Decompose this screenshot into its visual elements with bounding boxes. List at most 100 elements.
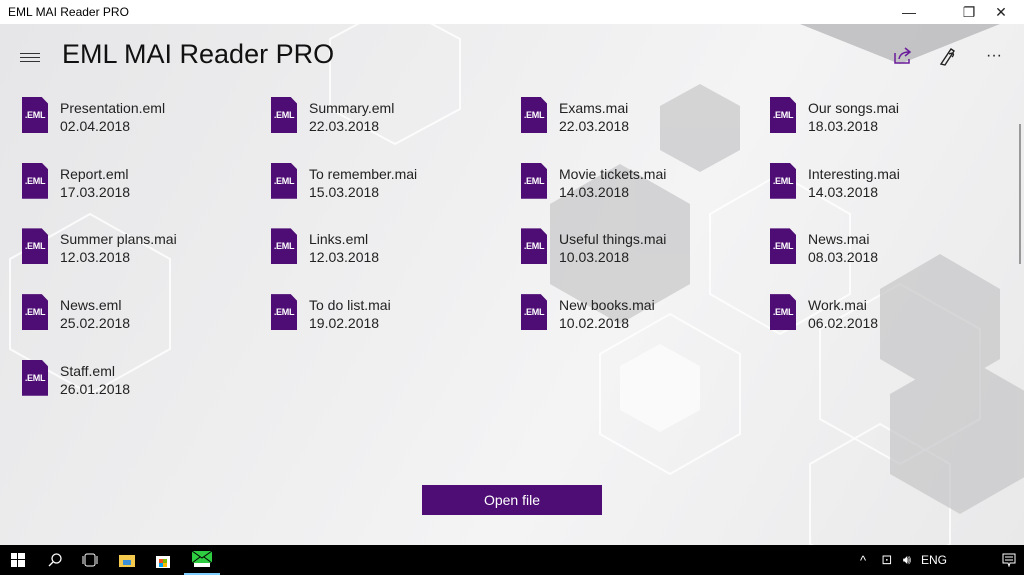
file-name: To remember.mai bbox=[309, 165, 418, 182]
eml-file-icon: .EML bbox=[770, 97, 796, 133]
file-date: 19.02.2018 bbox=[309, 315, 380, 332]
eml-file-icon: .EML bbox=[22, 228, 48, 265]
file-item[interactable]: .EML Links.eml 12.03.2018 bbox=[271, 228, 511, 272]
file-date: 25.02.2018 bbox=[60, 315, 131, 332]
file-date: 18.03.2018 bbox=[808, 118, 879, 134]
file-explorer-button[interactable] bbox=[109, 545, 145, 575]
eml-file-icon: .EML bbox=[271, 97, 297, 133]
eml-app-icon bbox=[191, 551, 213, 567]
app-content: EML MAI Reader PRO ··· .EML Presentation… bbox=[0, 24, 1024, 545]
file-date: 08.03.2018 bbox=[808, 249, 879, 266]
minimize-button[interactable]: — bbox=[902, 4, 916, 20]
file-item[interactable]: .EML Summary.eml 22.03.2018 bbox=[271, 97, 511, 141]
page-title: EML MAI Reader PRO bbox=[62, 39, 335, 69]
file-date: 15.03.2018 bbox=[309, 183, 380, 200]
file-item[interactable]: .EML Staff.eml 26.01.2018 bbox=[22, 359, 262, 404]
file-item[interactable]: .EML Exams.mai 22.03.2018 bbox=[521, 97, 761, 141]
task-view-icon bbox=[82, 553, 98, 567]
file-date: 22.03.2018 bbox=[559, 118, 630, 134]
sign-button[interactable] bbox=[933, 44, 963, 68]
file-date: 02.04.2018 bbox=[60, 118, 131, 134]
eml-reader-taskbar-button[interactable] bbox=[184, 545, 220, 575]
eml-file-icon: .EML bbox=[271, 294, 297, 331]
eml-file-icon: .EML bbox=[271, 228, 297, 265]
file-item[interactable]: .EML Useful things.mai 10.03.2018 bbox=[521, 228, 761, 272]
file-date: 10.02.2018 bbox=[559, 315, 630, 332]
file-item[interactable]: .EML Our songs.mai 18.03.2018 bbox=[770, 97, 1010, 141]
eml-file-icon: .EML bbox=[521, 228, 547, 265]
eml-file-icon: .EML bbox=[22, 294, 48, 331]
file-date: 22.03.2018 bbox=[309, 118, 380, 134]
tray-chevron[interactable]: ^ bbox=[859, 552, 867, 568]
network-icon[interactable]: ⊡ bbox=[881, 552, 893, 567]
scrollbar[interactable] bbox=[1019, 124, 1021, 264]
file-name: Exams.mai bbox=[559, 100, 629, 116]
file-date: 17.03.2018 bbox=[60, 183, 131, 200]
store-button[interactable] bbox=[145, 545, 181, 575]
search-icon bbox=[48, 553, 62, 567]
file-item[interactable]: .EML News.eml 25.02.2018 bbox=[22, 294, 262, 338]
file-name: New books.mai bbox=[559, 297, 655, 314]
open-file-button[interactable]: Open file bbox=[422, 485, 602, 515]
eml-file-icon: .EML bbox=[770, 294, 796, 331]
eml-file-icon: .EML bbox=[521, 97, 547, 133]
share-icon bbox=[894, 47, 912, 64]
file-name: Useful things.mai bbox=[559, 231, 667, 248]
restore-button[interactable]: ❐ bbox=[962, 3, 976, 20]
file-item[interactable]: .EML News.mai 08.03.2018 bbox=[770, 228, 1010, 272]
eml-file-icon: .EML bbox=[22, 359, 48, 396]
more-button[interactable]: ··· bbox=[986, 47, 1002, 64]
volume-icon[interactable]: 🔊︎ bbox=[902, 552, 912, 567]
file-name: Staff.eml bbox=[60, 362, 115, 379]
pen-icon bbox=[939, 48, 955, 66]
file-date: 14.03.2018 bbox=[808, 183, 879, 200]
file-name: Interesting.mai bbox=[808, 165, 900, 182]
file-name: News.eml bbox=[60, 297, 122, 314]
file-name: Presentation.eml bbox=[60, 100, 166, 116]
file-name: Summer plans.mai bbox=[60, 231, 177, 248]
file-name: To do list.mai bbox=[309, 297, 391, 314]
file-date: 12.03.2018 bbox=[60, 249, 131, 266]
start-button[interactable] bbox=[0, 545, 36, 575]
file-item[interactable]: .EML To remember.mai 15.03.2018 bbox=[271, 162, 511, 207]
file-name: Report.eml bbox=[60, 165, 129, 182]
file-name: Movie tickets.mai bbox=[559, 165, 667, 182]
file-item[interactable]: .EML Presentation.eml 02.04.2018 bbox=[22, 97, 262, 141]
action-center-button[interactable] bbox=[994, 545, 1024, 575]
file-name: News.mai bbox=[808, 231, 870, 248]
hamburger-menu-button[interactable] bbox=[20, 50, 40, 64]
eml-file-icon: .EML bbox=[22, 97, 48, 133]
file-item[interactable]: .EML Report.eml 17.03.2018 bbox=[22, 162, 262, 207]
file-date: 14.03.2018 bbox=[559, 183, 630, 200]
folder-icon bbox=[119, 555, 135, 567]
file-date: 06.02.2018 bbox=[808, 315, 879, 332]
share-button[interactable] bbox=[888, 44, 918, 68]
eml-file-icon: .EML bbox=[770, 162, 796, 199]
file-date: 12.03.2018 bbox=[309, 249, 380, 266]
task-view-button[interactable] bbox=[72, 545, 108, 575]
file-name: Our songs.mai bbox=[808, 100, 900, 116]
eml-file-icon: .EML bbox=[271, 162, 297, 199]
store-icon bbox=[156, 556, 170, 568]
file-item[interactable]: .EML Interesting.mai 14.03.2018 bbox=[770, 162, 1010, 207]
file-item[interactable]: .EML Work.mai 06.02.2018 bbox=[770, 294, 1010, 338]
file-item[interactable]: .EML Movie tickets.mai 14.03.2018 bbox=[521, 162, 761, 207]
windows-icon bbox=[11, 553, 25, 567]
language-indicator[interactable]: ENG bbox=[920, 553, 947, 567]
file-name: Work.mai bbox=[808, 297, 867, 314]
close-button[interactable]: ✕ bbox=[995, 3, 1007, 20]
notification-icon bbox=[1002, 553, 1016, 567]
file-item[interactable]: .EML New books.mai 10.02.2018 bbox=[521, 294, 761, 338]
eml-file-icon: .EML bbox=[521, 294, 547, 331]
eml-file-icon: .EML bbox=[770, 228, 796, 265]
search-button[interactable] bbox=[37, 545, 73, 575]
file-name: Summary.eml bbox=[309, 100, 395, 116]
file-date: 26.01.2018 bbox=[60, 380, 131, 397]
window-title: EML MAI Reader PRO bbox=[8, 5, 129, 19]
hexagon-background bbox=[9, 24, 1024, 545]
taskbar: ^ ⊡ 🔊︎ ENG bbox=[0, 545, 1024, 575]
file-item[interactable]: .EML Summer plans.mai 12.03.2018 bbox=[22, 228, 262, 272]
eml-file-icon: .EML bbox=[22, 162, 48, 199]
file-item[interactable]: .EML To do list.mai 19.02.2018 bbox=[271, 294, 511, 338]
eml-file-icon: .EML bbox=[521, 162, 547, 199]
